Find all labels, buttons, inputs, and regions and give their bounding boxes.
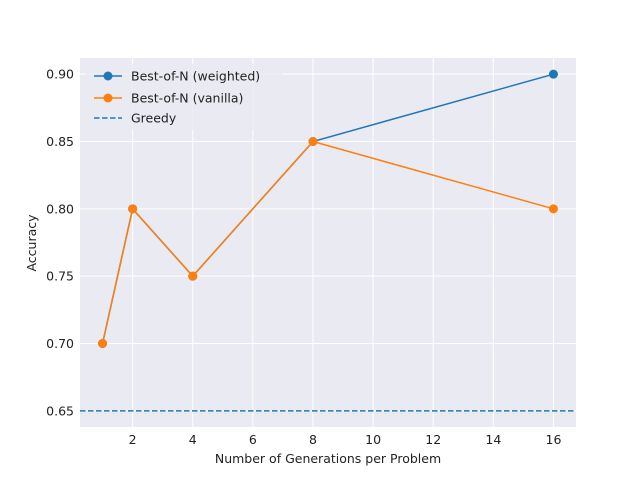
tick-labels: 2 4 6 8 10 12 14 16 0.65 0.70 0.75 0.80 0.85 0.90	[46, 67, 561, 447]
legend-label-weighted: Best-of-N (weighted)	[131, 69, 260, 84]
x-tick-label: 16	[546, 432, 562, 447]
x-tick-label: 6	[249, 432, 257, 447]
data-point-vanilla	[98, 339, 108, 349]
data-point-weighted	[548, 69, 558, 79]
legend-marker-weighted	[103, 71, 113, 81]
y-axis-label: Accuracy	[24, 214, 39, 272]
legend-box	[86, 64, 282, 130]
legend-marker-vanilla	[103, 93, 113, 103]
y-tick-label: 0.80	[46, 201, 74, 216]
legend-entry-greedy: Greedy	[94, 111, 177, 126]
y-tick-label: 0.65	[46, 403, 74, 418]
y-tick-label: 0.70	[46, 336, 74, 351]
legend-label-greedy: Greedy	[131, 111, 177, 126]
x-tick-label: 8	[309, 432, 317, 447]
x-tick-label: 12	[425, 432, 441, 447]
x-tick-label: 14	[485, 432, 501, 447]
x-tick-label: 4	[189, 432, 197, 447]
data-point-vanilla	[308, 136, 318, 146]
data-point-vanilla	[188, 271, 198, 281]
y-tick-label: 0.75	[46, 269, 74, 284]
x-axis-label: Number of Generations per Problem	[215, 451, 441, 466]
y-tick-label: 0.85	[46, 134, 74, 149]
data-point-vanilla	[128, 204, 138, 214]
data-point-vanilla	[548, 204, 558, 214]
x-tick-label: 10	[365, 432, 381, 447]
legend-entry-vanilla: Best-of-N (vanilla)	[94, 91, 243, 106]
legend: Best-of-N (weighted) Best-of-N (vanilla)…	[86, 64, 282, 130]
x-tick-label: 2	[129, 432, 137, 447]
y-tick-label: 0.90	[46, 67, 74, 82]
legend-entry-weighted: Best-of-N (weighted)	[94, 69, 260, 84]
series-lines	[80, 69, 576, 412]
legend-label-vanilla: Best-of-N (vanilla)	[131, 91, 243, 106]
